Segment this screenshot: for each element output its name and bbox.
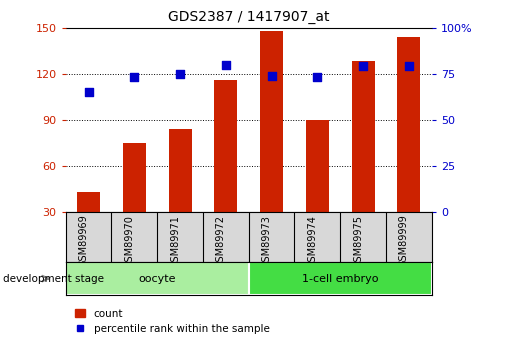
Title: GDS2387 / 1417907_at: GDS2387 / 1417907_at <box>168 10 329 24</box>
Bar <box>248 262 432 295</box>
Point <box>313 75 321 80</box>
Text: GSM89971: GSM89971 <box>170 215 180 268</box>
Text: GSM89969: GSM89969 <box>79 215 88 267</box>
Point <box>405 63 413 69</box>
Bar <box>77 192 100 258</box>
Bar <box>351 61 375 258</box>
Point <box>84 89 92 95</box>
Text: development stage: development stage <box>3 274 104 284</box>
Text: GSM89973: GSM89973 <box>262 215 272 268</box>
Text: GSM89972: GSM89972 <box>216 215 226 268</box>
Text: GSM89974: GSM89974 <box>308 215 317 268</box>
Bar <box>397 37 420 258</box>
Bar <box>123 143 146 258</box>
Point <box>222 62 230 67</box>
Point <box>359 63 367 69</box>
Point <box>176 71 184 77</box>
Point <box>130 75 138 80</box>
Text: 1-cell embryo: 1-cell embryo <box>302 274 378 284</box>
Point <box>268 73 276 78</box>
Bar <box>306 120 329 258</box>
Bar <box>215 80 237 258</box>
Text: GSM89999: GSM89999 <box>399 215 409 267</box>
Text: oocyte: oocyte <box>138 274 176 284</box>
Bar <box>169 129 191 258</box>
Legend: count, percentile rank within the sample: count, percentile rank within the sample <box>71 305 274 338</box>
Text: GSM89975: GSM89975 <box>353 215 363 268</box>
Bar <box>66 262 248 295</box>
Text: GSM89970: GSM89970 <box>124 215 134 268</box>
Bar <box>260 31 283 258</box>
